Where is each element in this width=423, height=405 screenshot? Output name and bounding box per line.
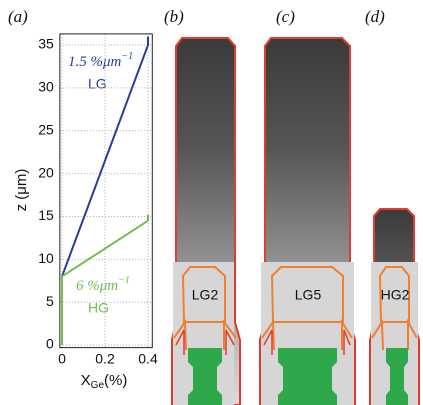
annotation-text: 1.5 %μm (68, 54, 122, 70)
x-tick-label: 0.4 (138, 350, 158, 366)
pillar-b (171, 37, 241, 405)
panel-label: (a) (8, 7, 28, 26)
series-label: LG (88, 76, 107, 92)
plot-frame (59, 33, 153, 349)
annotation-sup: −1 (121, 51, 133, 62)
panel-label: (c) (276, 7, 295, 26)
annotation: 6 %μm−1 (76, 275, 130, 294)
y-tick-label: 20 (38, 164, 54, 180)
x-tick-label: 0 (58, 350, 66, 366)
y-tick-label: 10 (38, 250, 54, 266)
x-label-main: X (81, 372, 91, 389)
y-tick-label: 5 (46, 293, 54, 309)
y-tick-label: 35 (38, 36, 54, 52)
pillar-label: LG2 (192, 287, 219, 303)
x-label-unit: (%) (104, 372, 127, 389)
y-axis-label: z (μm) (13, 169, 30, 212)
pillar-d (369, 208, 420, 405)
pillar-label: HG2 (381, 287, 410, 303)
y-tick-label: 0 (46, 336, 54, 352)
y-tick-label: 25 (38, 121, 54, 137)
series-line (61, 214, 149, 346)
series-line (61, 36, 149, 277)
x-tick-label: 0.2 (95, 350, 115, 366)
series-label: HG (88, 300, 109, 316)
y-tick-label: 15 (38, 207, 54, 223)
panel-label: (d) (365, 7, 385, 26)
annotation: 1.5 %μm−1 (68, 51, 133, 70)
pillar-label: LG5 (295, 287, 322, 303)
annotation-text: 6 %μm (76, 278, 118, 294)
x-axis-label: XGe(%) (81, 372, 128, 391)
panel-label: (b) (164, 7, 184, 26)
y-tick-label: 30 (38, 79, 54, 95)
annotation-sup: −1 (118, 275, 130, 286)
pillar-c (259, 37, 356, 405)
x-label-sub: Ge (91, 380, 105, 391)
